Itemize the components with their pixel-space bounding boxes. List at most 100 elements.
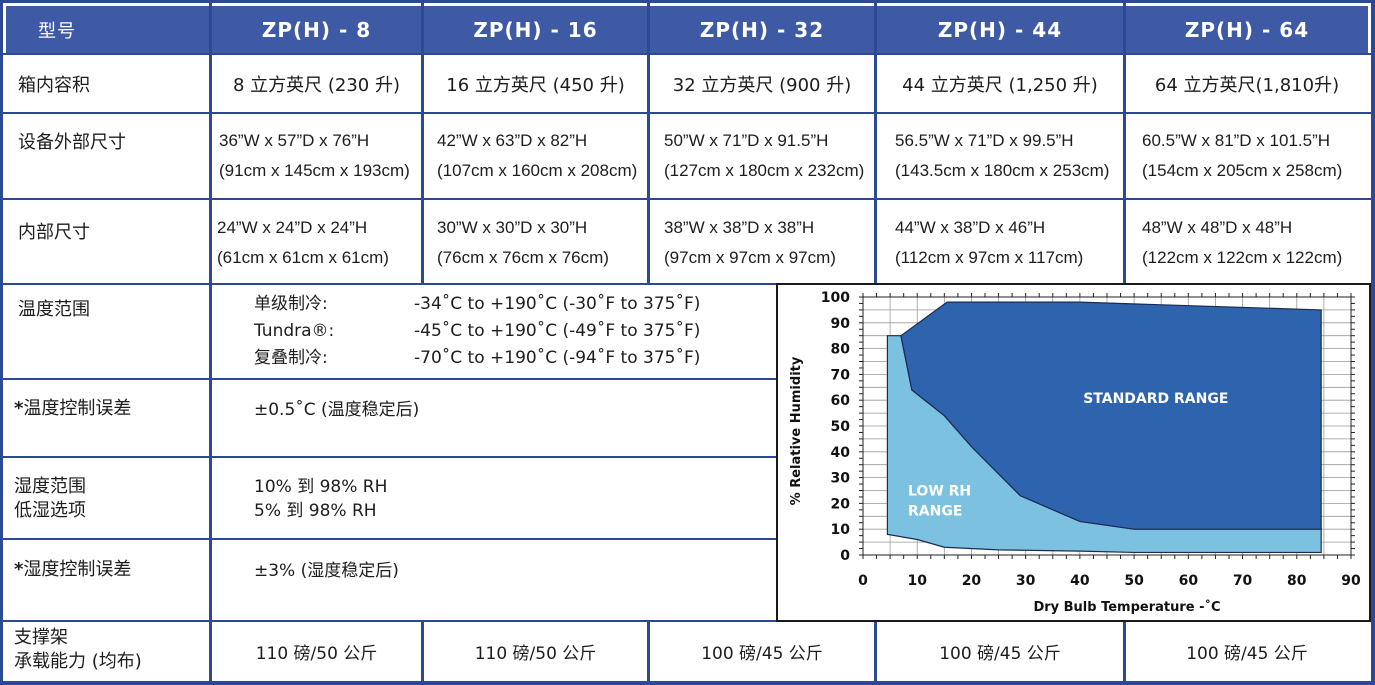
y-axis-label: % Relative Humidity [789,356,804,505]
column-divider [421,621,424,681]
humidity-range-low: 5% 到 98% RH [254,501,377,521]
plot-border [862,296,1352,556]
y-tick-label: 30 [831,471,851,487]
humidity-range-standard: 10% 到 98% RH [254,477,388,497]
x-tick-label: 20 [962,573,982,589]
humidity-range-text: 湿度范围 [14,476,86,497]
row-divider [3,283,1371,285]
interior-cm: (97cm x 97cm x 97cm) [664,248,836,267]
y-tick-label: 10 [831,522,851,538]
exterior-value: 42”W x 63”D x 82”H (107cm x 160cm x 208cm… [437,126,647,186]
x-tick-label: 90 [1341,573,1361,589]
temp-range-label: 温度范围 [18,299,90,320]
shelf-load-label: 支撑架承载能力 (均布) [14,626,142,674]
interior-value: 30”W x 30”D x 30”H (76cm x 76cm x 76cm) [437,213,647,273]
interior-inch: 38”W x 38”D x 38”H [664,218,815,237]
exterior-cm: (154cm x 205cm x 258cm) [1142,161,1343,180]
row-divider [3,378,779,380]
interior-cm: (76cm x 76cm x 76cm) [437,248,609,267]
header-model-label: 型号 [6,6,209,53]
footnote-star: * [14,559,24,580]
column-divider [209,3,212,681]
shelf-load-value: 110 磅/50 公斤 [474,644,597,664]
exterior-value: 60.5”W x 81”D x 101.5”H (154cm x 205cm x … [1142,126,1368,186]
humidity-tolerance-label: *湿度控制误差 [14,555,131,581]
exterior-inch: 42”W x 63”D x 82”H [437,131,588,150]
header-model-16: ZP(H) - 16 [424,6,647,53]
interior-inch: 44”W x 38”D x 46”H [895,218,1046,237]
temp-range: -45˚C to +190˚C (-49˚F to 375˚F) [414,321,701,341]
x-tick-label: 40 [1070,573,1090,589]
humidity-temperature-chart: 0 10 20 30 40 50 60 70 80 90 0 10 20 30 40 50 60 70 80 90 10… [789,290,1361,615]
temp-range-line: 复叠制冷: -70˚C to +190˚C (-94˚F to 375˚F) [254,345,774,372]
column-divider [421,3,424,284]
y-tick-label: 20 [831,496,851,512]
humidity-tolerance-value: ±3% (湿度稳定后) [254,561,399,581]
row-divider [3,456,779,458]
y-tick-label: 40 [831,445,851,461]
y-tick-label: 80 [831,342,851,358]
refrigeration-type: 复叠制冷: [254,348,328,368]
standard-range-area [900,301,1322,530]
y-tick-label: 90 [831,316,851,332]
low-rh-range-label: LOW RH [908,484,971,500]
low-rh-range-label: RANGE [908,504,962,520]
interior-value: 38”W x 38”D x 38”H (97cm x 97cm x 97cm) [664,213,874,273]
temp-tolerance-label: *温度控制误差 [14,394,131,420]
column-divider [874,3,877,284]
capacity-value: 64 立方英尺(1,810升) [1154,74,1340,96]
shelf-load-value: 110 磅/50 公斤 [255,644,378,664]
interior-inch: 48”W x 48”D x 48”H [1142,218,1293,237]
y-tick-label: 60 [831,393,851,409]
x-tick-label: 80 [1287,573,1307,589]
temp-range: -34˚C to +190˚C (-30˚F to 375˚F) [414,294,701,314]
chart-axes [859,293,1355,559]
humidity-range-label: 湿度范围 低湿选项 [14,475,86,523]
shelf-text: 支撑架 [14,627,68,648]
column-divider [647,3,650,284]
y-tick-label: 100 [821,290,850,306]
column-divider [1123,3,1126,284]
exterior-cm: (143.5cm x 180cm x 253cm) [895,161,1110,180]
capacity-value: 8 立方英尺 (230 升) [232,74,401,96]
low-humidity-option-text: 低湿选项 [14,500,86,521]
row-divider [3,620,1371,622]
x-axis-label: Dry Bulb Temperature -˚C [1033,599,1220,615]
exterior-value: 50”W x 71”D x 91.5”H (127cm x 180cm x 232… [664,126,874,186]
humidity-tolerance-text: 湿度控制误差 [23,559,132,580]
exterior-cm: (107cm x 160cm x 208cm) [437,161,638,180]
header-model-8: ZP(H) - 8 [212,6,421,53]
exterior-value: 56.5”W x 71”D x 99.5”H (143.5cm x 180cm x… [895,126,1123,186]
column-divider [874,621,877,681]
x-tick-label: 70 [1233,573,1253,589]
exterior-value: 36”W x 57”D x 76”H (91cm x 145cm x 193cm) [219,126,421,186]
capacity-value: 16 立方英尺 (450 升) [446,74,625,96]
temp-tolerance-value: ±0.5˚C (温度稳定后) [254,400,420,420]
x-tick-label: 50 [1124,573,1144,589]
humidity-range-value: 10% 到 98% RH 5% 到 98% RH [254,475,387,523]
exterior-inch: 50”W x 71”D x 91.5”H [664,131,829,150]
header-model-44: ZP(H) - 44 [877,6,1123,53]
x-tick-label: 60 [1179,573,1199,589]
interior-cm: (112cm x 97cm x 117cm) [895,248,1084,267]
load-capacity-text: 承载能力 (均布) [14,651,142,672]
capacity-value: 32 立方英尺 (900 升) [672,74,852,96]
x-tick-label: 0 [858,573,868,589]
interior-cm: (122cm x 122cm x 122cm) [1142,248,1343,267]
chart-areas [886,301,1322,554]
capacity-label: 箱内容积 [18,74,90,96]
header-model-64: ZP(H) - 64 [1126,6,1368,53]
refrigeration-type: 单级制冷: [254,294,328,314]
temp-tolerance-text: 温度控制误差 [23,398,132,419]
row-divider [3,198,1371,200]
column-divider [1123,621,1126,681]
y-tick-label: 70 [831,367,851,383]
row-divider [3,53,1371,55]
y-tick-label: 0 [840,548,850,564]
x-tick-label: 30 [1016,573,1036,589]
interior-value: 24”W x 24”D x 24”H (61cm x 61cm x 61cm) [217,213,421,273]
exterior-inch: 56.5”W x 71”D x 99.5”H [895,131,1074,150]
row-divider [3,112,1371,114]
interior-inch: 30”W x 30”D x 30”H [437,218,588,237]
header-model-text: 型号 [38,20,76,42]
